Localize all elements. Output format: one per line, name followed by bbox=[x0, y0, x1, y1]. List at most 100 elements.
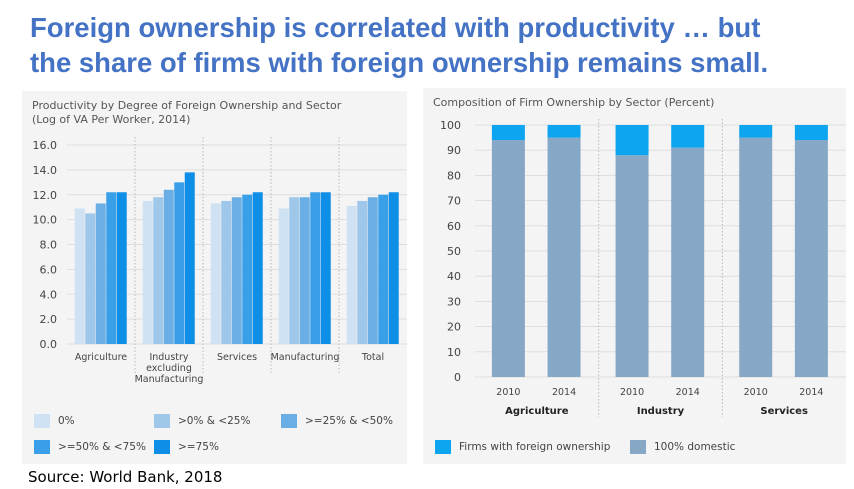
ownership-chart-title: Composition of Firm Ownership by Sector … bbox=[433, 96, 715, 109]
ownership-chart-panel: Composition of Firm Ownership by Sector … bbox=[423, 88, 846, 464]
source-note: Source: World Bank, 2018 bbox=[28, 468, 223, 486]
bar-services-series-2 bbox=[231, 197, 242, 344]
y-tick-label: 100 bbox=[440, 119, 461, 132]
bar-total-series-1 bbox=[357, 200, 368, 344]
y-tick-label: 80 bbox=[447, 169, 461, 182]
bar-agriculture-series-1 bbox=[85, 213, 96, 344]
y-tick-label: 20 bbox=[447, 321, 461, 334]
bar-total-series-3 bbox=[378, 194, 389, 344]
y-tick-label: 60 bbox=[447, 220, 461, 233]
slide-title: Foreign ownership is correlated with pro… bbox=[30, 10, 845, 80]
y-tick-label: 0 bbox=[454, 371, 461, 384]
legend-item-1: >0% & <25% bbox=[154, 413, 250, 429]
productivity-chart: 0.0 2.0 4.0 6.0 8.0 10.0 12.0 14.0 16.0 Agricultu… bbox=[33, 137, 407, 385]
stacked-bar-5-firms-with-foreign-ownership bbox=[794, 125, 828, 141]
y-tick-label: 8.0 bbox=[40, 239, 58, 252]
slide-title-line-1: Foreign ownership is correlated with pro… bbox=[30, 12, 761, 43]
bar-agriculture-series-2 bbox=[95, 203, 106, 344]
stacked-bar-4-firms-with-foreign-ownership bbox=[739, 125, 773, 138]
stacked-bar-3-100-domestic bbox=[671, 147, 705, 377]
group-label-industry: Industry bbox=[637, 406, 685, 417]
bar-manufacturing-series-4 bbox=[320, 192, 331, 344]
y-tick-label: 10.0 bbox=[33, 214, 58, 227]
y-tick-label: 30 bbox=[447, 295, 461, 308]
bar-total-series-2 bbox=[367, 197, 378, 344]
legend-swatch bbox=[154, 440, 170, 454]
stacked-bar-1-firms-with-foreign-ownership bbox=[547, 125, 581, 138]
bar-manufacturing-series-0 bbox=[278, 208, 289, 344]
legend-item-3: >=50% & <75% bbox=[34, 439, 146, 455]
x-category-label: Manufacturing bbox=[271, 352, 340, 363]
stacked-bar-2-100-domestic bbox=[615, 155, 649, 377]
bar-manufacturing-series-2 bbox=[299, 197, 310, 344]
y-tick-label: 90 bbox=[447, 144, 461, 157]
y-tick-label: 4.0 bbox=[40, 288, 58, 301]
productivity-chart-title: Productivity by Degree of Foreign Owners… bbox=[32, 99, 341, 127]
x-category-label: Agriculture bbox=[75, 352, 127, 363]
stacked-bar-1-100-domestic bbox=[547, 137, 581, 377]
legend-label: >=25% & <50% bbox=[305, 415, 393, 427]
legend-label: 0% bbox=[58, 415, 75, 427]
legend-swatch bbox=[281, 414, 297, 428]
legend-label: >=75% bbox=[178, 441, 219, 453]
y-tick-label: 40 bbox=[447, 270, 461, 283]
legend-swatch bbox=[630, 440, 646, 454]
x-tick-label: 2014 bbox=[799, 387, 823, 398]
productivity-chart-panel: Productivity by Degree of Foreign Owners… bbox=[22, 91, 407, 464]
legend-item-firms-with-foreign-ownership: Firms with foreign ownership bbox=[435, 439, 610, 455]
y-tick-label: 12.0 bbox=[33, 189, 58, 202]
y-tick-label: 2.0 bbox=[40, 313, 58, 326]
bar-industry-excluding-manufacturing-series-3 bbox=[174, 182, 185, 344]
legend-label: 100% domestic bbox=[654, 441, 736, 453]
ownership-legend: Firms with foreign ownership 100% domesti… bbox=[423, 88, 846, 464]
x-tick-label: 2010 bbox=[496, 387, 520, 398]
bar-services-series-0 bbox=[210, 203, 221, 344]
y-tick-label: 16.0 bbox=[33, 139, 58, 152]
slide-title-line-2: the share of firms with foreign ownershi… bbox=[30, 47, 769, 78]
bar-services-series-3 bbox=[242, 194, 253, 344]
x-tick-label: 2014 bbox=[676, 387, 700, 398]
legend-item-0: 0% bbox=[34, 413, 75, 429]
legend-swatch bbox=[34, 414, 50, 428]
productivity-legend: 0% >0% & <25% >=25% & <50% >=50% & <75% >=75… bbox=[22, 91, 407, 464]
legend-label: >=50% & <75% bbox=[58, 441, 146, 453]
bar-industry-excluding-manufacturing-series-0 bbox=[142, 200, 153, 344]
stacked-bar-0-100-domestic bbox=[491, 140, 525, 377]
bar-industry-excluding-manufacturing-series-4 bbox=[184, 172, 195, 344]
x-category-label: excluding bbox=[146, 363, 192, 374]
y-tick-label: 0.0 bbox=[40, 338, 58, 351]
x-tick-label: 2014 bbox=[552, 387, 576, 398]
bar-total-series-4 bbox=[388, 192, 399, 344]
legend-item-2: >=25% & <50% bbox=[281, 413, 393, 429]
x-category-label: Manufacturing bbox=[135, 374, 204, 385]
productivity-chart-title-line-2: (Log of VA Per Worker, 2014) bbox=[32, 113, 191, 126]
bar-manufacturing-series-1 bbox=[289, 197, 300, 344]
x-tick-label: 2010 bbox=[744, 387, 768, 398]
legend-swatch bbox=[435, 440, 451, 454]
x-category-label: Industry bbox=[149, 352, 188, 363]
legend-label: >0% & <25% bbox=[178, 415, 251, 427]
legend-swatch bbox=[154, 414, 170, 428]
stacked-bar-3-firms-with-foreign-ownership bbox=[671, 125, 705, 148]
group-label-services: Services bbox=[760, 406, 808, 417]
x-tick-label: 2010 bbox=[620, 387, 644, 398]
x-category-label: Services bbox=[217, 352, 257, 363]
bar-agriculture-series-4 bbox=[116, 192, 127, 344]
stacked-bar-2-firms-with-foreign-ownership bbox=[615, 125, 649, 156]
x-category-label: Total bbox=[361, 352, 384, 363]
bar-industry-excluding-manufacturing-series-1 bbox=[153, 197, 164, 344]
ownership-chart: 0 10 20 30 40 50 60 70 80 90 100 2010 2014 2010 2014 20… bbox=[440, 119, 846, 417]
stacked-bar-0-firms-with-foreign-ownership bbox=[491, 125, 525, 141]
y-tick-label: 10 bbox=[447, 346, 461, 359]
legend-item-4: >=75% bbox=[154, 439, 219, 455]
bar-agriculture-series-3 bbox=[106, 192, 117, 344]
stacked-bar-5-100-domestic bbox=[794, 140, 828, 377]
y-tick-label: 50 bbox=[447, 245, 461, 258]
bar-industry-excluding-manufacturing-series-2 bbox=[163, 189, 174, 344]
legend-swatch bbox=[34, 440, 50, 454]
bar-agriculture-series-0 bbox=[74, 208, 85, 344]
bar-manufacturing-series-3 bbox=[310, 192, 321, 344]
group-label-agriculture: Agriculture bbox=[505, 406, 569, 417]
y-tick-label: 6.0 bbox=[40, 263, 58, 276]
bar-services-series-4 bbox=[252, 192, 263, 344]
